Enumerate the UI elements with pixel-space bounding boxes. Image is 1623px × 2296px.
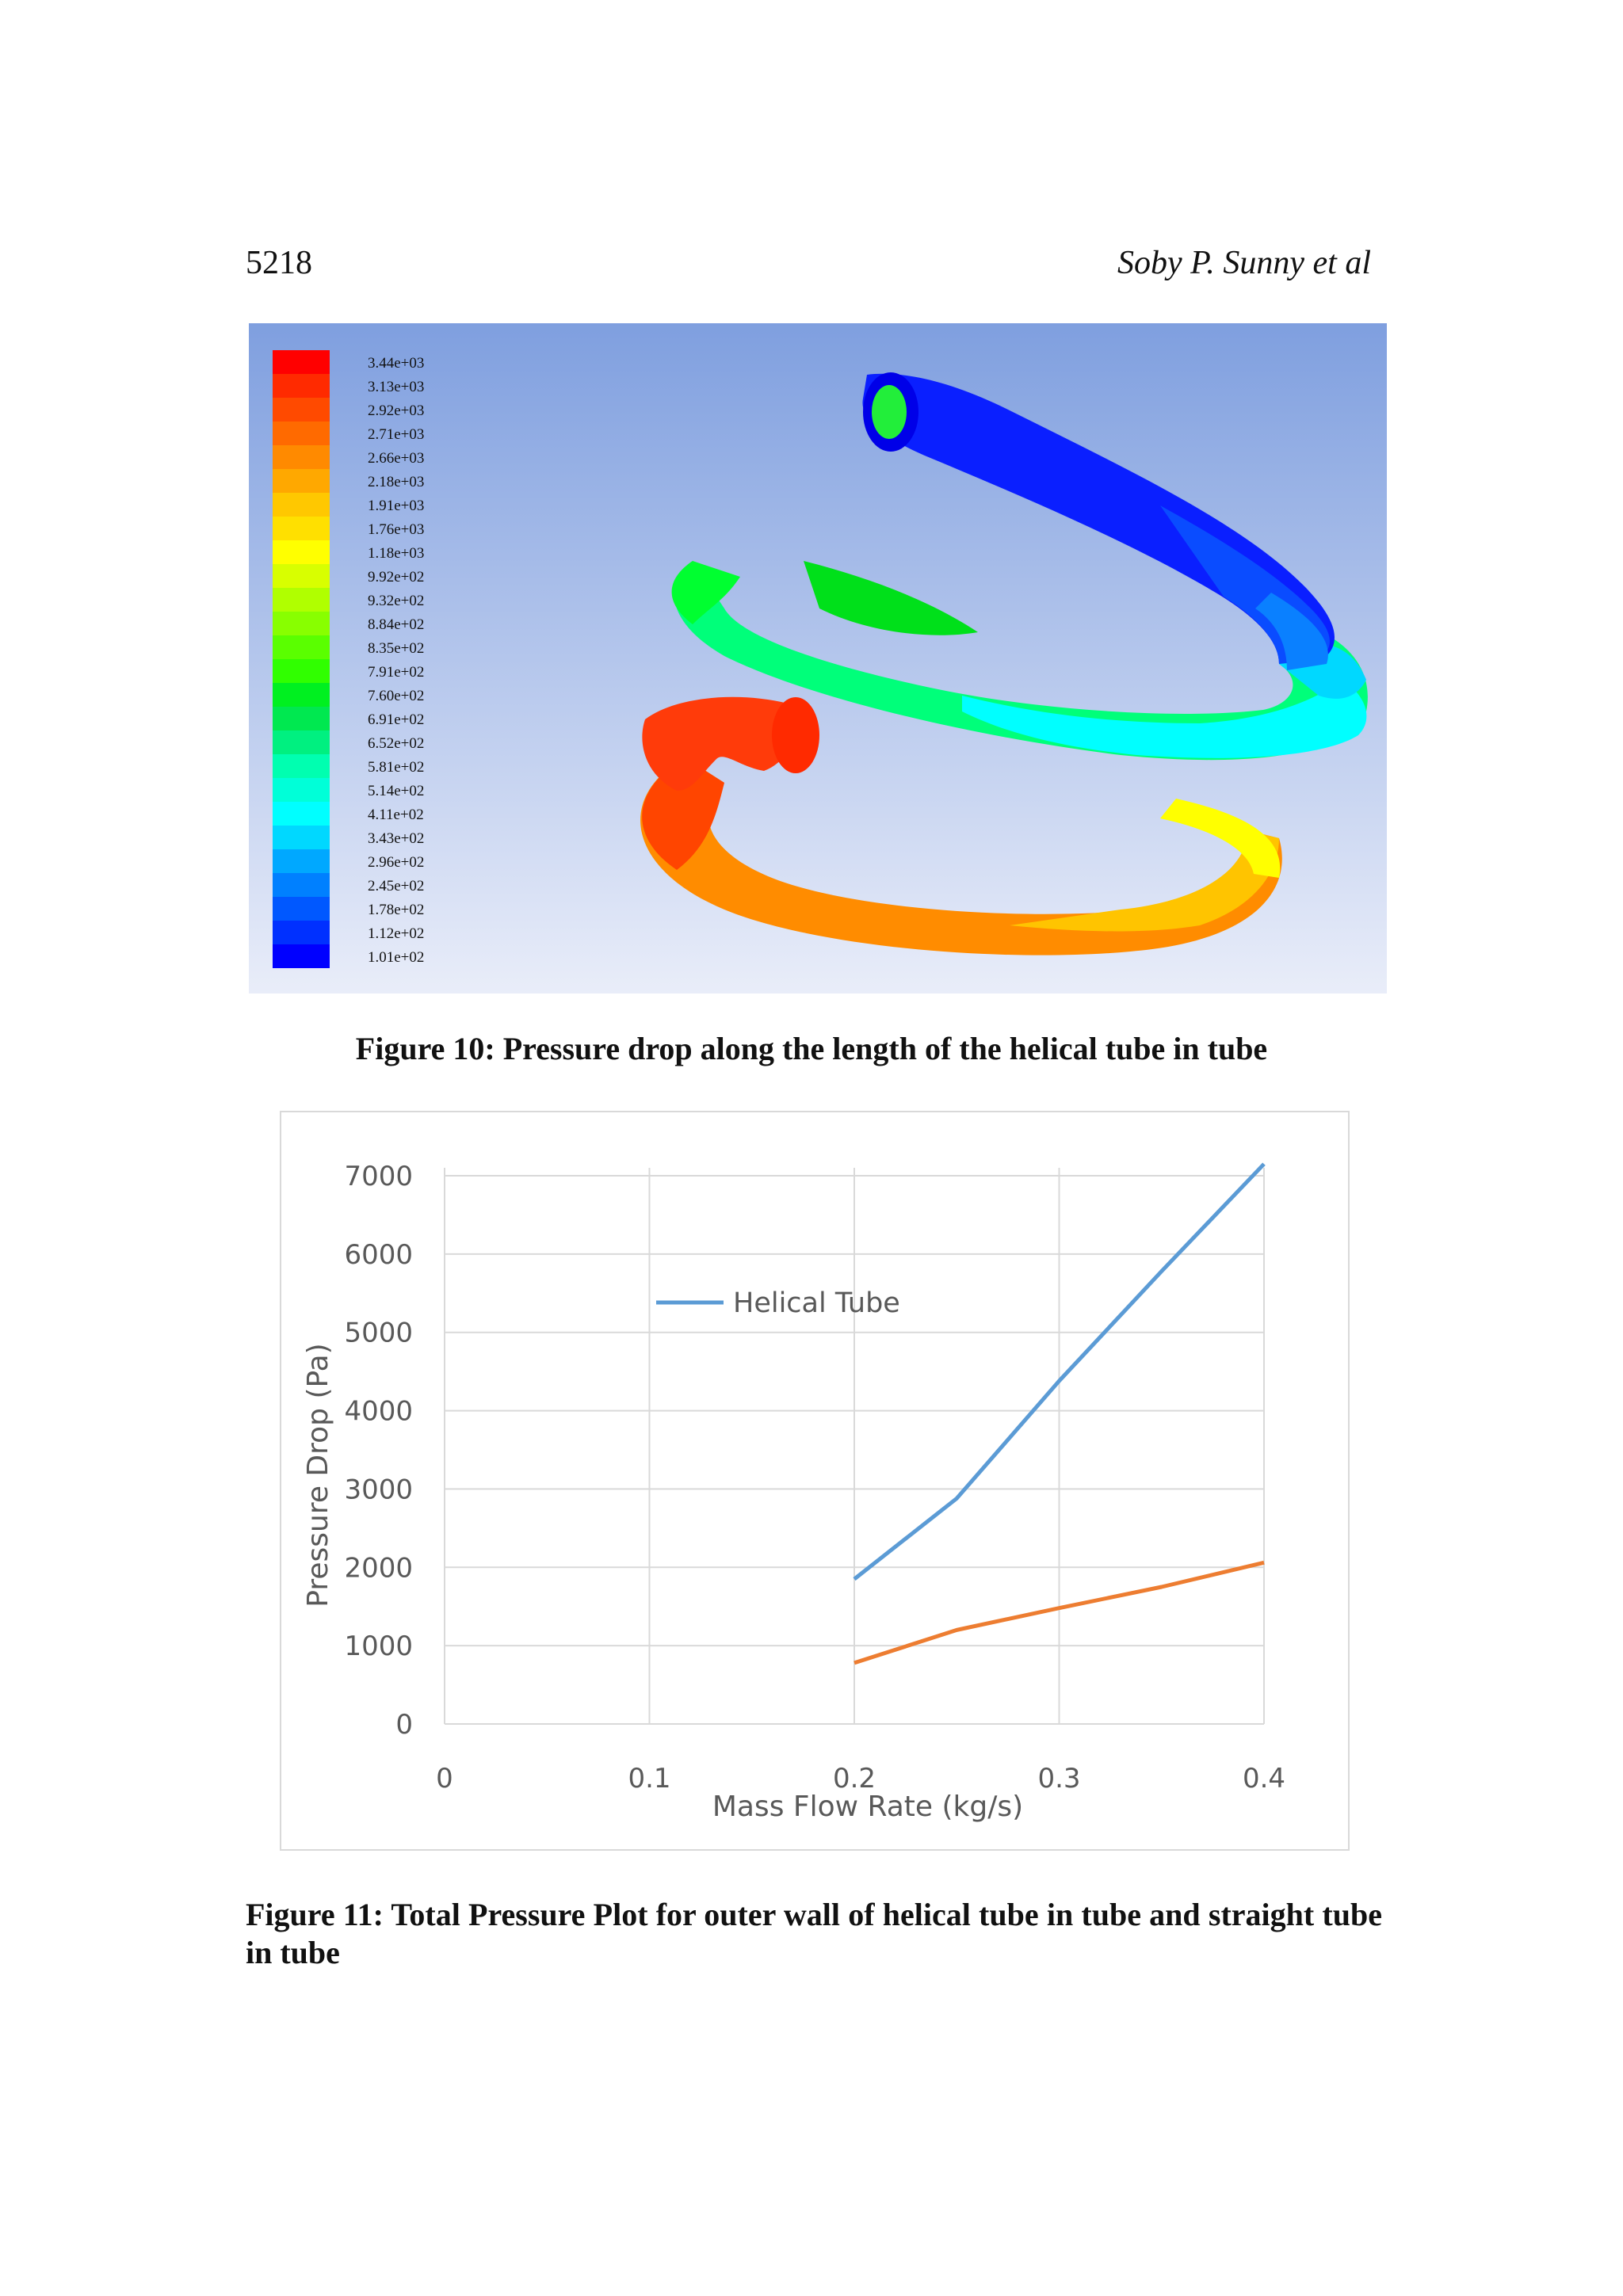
colorbar-label: 7.91e+02 [368, 664, 424, 681]
colorbar-swatch [273, 659, 330, 683]
contour-background [249, 323, 1387, 994]
colorbar-swatch [273, 778, 330, 802]
colorbar-swatch [273, 921, 330, 944]
page-number: 5218 [246, 245, 312, 281]
colorbar-swatch [273, 612, 330, 635]
x-tick-label: 0.3 [1037, 1763, 1080, 1794]
colorbar-label: 8.35e+02 [368, 640, 424, 657]
colorbar-swatch [273, 540, 330, 564]
x-tick-label: 0.2 [833, 1763, 876, 1794]
helical-tube-render [640, 372, 1368, 955]
pressure-contour-figure: 3.44e+03 3.13e+03 2.92e+03 2.71e+03 2.66e+03… [249, 323, 1387, 994]
colorbar-label: 1.12e+02 [368, 925, 424, 942]
chart-frame [280, 1111, 1350, 1851]
x-axis-label: Mass Flow Rate (kg/s) [712, 1791, 1023, 1823]
chart-gridlines [444, 1168, 1265, 1725]
colorbar-label: 3.44e+03 [368, 355, 424, 372]
colorbar-label: 1.78e+02 [368, 902, 424, 918]
colorbar-label: 2.66e+03 [368, 450, 424, 467]
x-tick-label: 0.1 [628, 1763, 670, 1794]
colorbar-label: 9.32e+02 [368, 593, 424, 609]
colorbar-swatch [273, 635, 330, 659]
colorbar-swatch [273, 493, 330, 517]
colorbar-swatch [273, 350, 330, 374]
y-tick-label: 3000 [344, 1474, 413, 1505]
chart-legend: Helical Tube [656, 1287, 900, 1319]
colorbar-swatch [273, 826, 330, 849]
colorbar-label: 2.96e+02 [368, 854, 424, 871]
x-tick-label: 0.4 [1243, 1763, 1285, 1794]
colorbar-label: 9.92e+02 [368, 569, 424, 585]
y-tick-label: 2000 [344, 1552, 413, 1584]
colorbar-swatch [273, 802, 330, 826]
colorbar-label: 5.14e+02 [368, 783, 424, 799]
colorbar-swatch [273, 421, 330, 445]
running-header-authors: Soby P. Sunny et al [1117, 245, 1371, 281]
colorbar-label: 3.43e+02 [368, 830, 424, 847]
colorbar-label: 1.91e+03 [368, 498, 424, 514]
figure-11-caption: Figure 11: Total Pressure Plot for outer… [246, 1897, 1382, 1970]
colorbar-swatch [273, 683, 330, 707]
y-tick-label: 0 [395, 1709, 413, 1741]
y-tick-label: 4000 [344, 1396, 413, 1428]
colorbar-swatch [273, 445, 330, 469]
colorbar-swatch [273, 897, 330, 921]
pressure-drop-chart: 0 1000 2000 3000 4000 5000 6000 7000 0 0.1 0.2 0.3… [302, 1161, 1285, 1823]
colorbar-swatch [273, 873, 330, 897]
colorbar-label: 5.81e+02 [368, 759, 424, 776]
colorbar-label: 2.92e+03 [368, 402, 424, 419]
colorbar: 3.44e+03 3.13e+03 2.92e+03 2.71e+03 2.66e+03… [273, 350, 424, 968]
colorbar-label: 2.71e+03 [368, 426, 424, 443]
colorbar-swatch [273, 588, 330, 612]
y-tick-label: 5000 [344, 1318, 413, 1349]
x-tick-label: 0 [436, 1763, 453, 1794]
colorbar-label: 2.45e+02 [368, 878, 424, 894]
colorbar-label: 6.52e+02 [368, 735, 424, 752]
colorbar-label: 6.91e+02 [368, 711, 424, 728]
colorbar-swatch [273, 730, 330, 754]
colorbar-swatch [273, 469, 330, 493]
legend-label-helical-tube: Helical Tube [733, 1287, 900, 1319]
y-tick-label: 1000 [344, 1630, 413, 1662]
figure-10-caption: Figure 10: Pressure drop along the lengt… [355, 1031, 1268, 1066]
colorbar-label: 8.84e+02 [368, 616, 424, 633]
chart-series [853, 1162, 1266, 1665]
colorbar-label: 3.13e+03 [368, 379, 424, 395]
colorbar-swatch [273, 754, 330, 778]
colorbar-swatch [273, 517, 330, 540]
colorbar-label: 1.18e+03 [368, 545, 424, 562]
colorbar-swatch [273, 374, 330, 398]
colorbar-swatch [273, 944, 330, 968]
colorbar-label: 4.11e+02 [368, 807, 424, 823]
colorbar-swatch [273, 707, 330, 730]
y-tick-label: 6000 [344, 1239, 413, 1271]
colorbar-swatch [273, 564, 330, 588]
colorbar-label: 7.60e+02 [368, 688, 424, 704]
colorbar-swatch [273, 398, 330, 421]
colorbar-label: 1.76e+03 [368, 521, 424, 538]
colorbar-swatch [273, 849, 330, 873]
x-axis-tick-labels: 0 0.1 0.2 0.3 0.4 [436, 1763, 1285, 1794]
y-axis-tick-labels: 0 1000 2000 3000 4000 5000 6000 7000 [344, 1161, 413, 1741]
colorbar-label: 2.18e+03 [368, 474, 424, 490]
y-tick-label: 7000 [344, 1161, 413, 1192]
colorbar-label: 1.01e+02 [368, 949, 424, 966]
y-axis-label: Pressure Drop (Pa) [302, 1343, 334, 1607]
